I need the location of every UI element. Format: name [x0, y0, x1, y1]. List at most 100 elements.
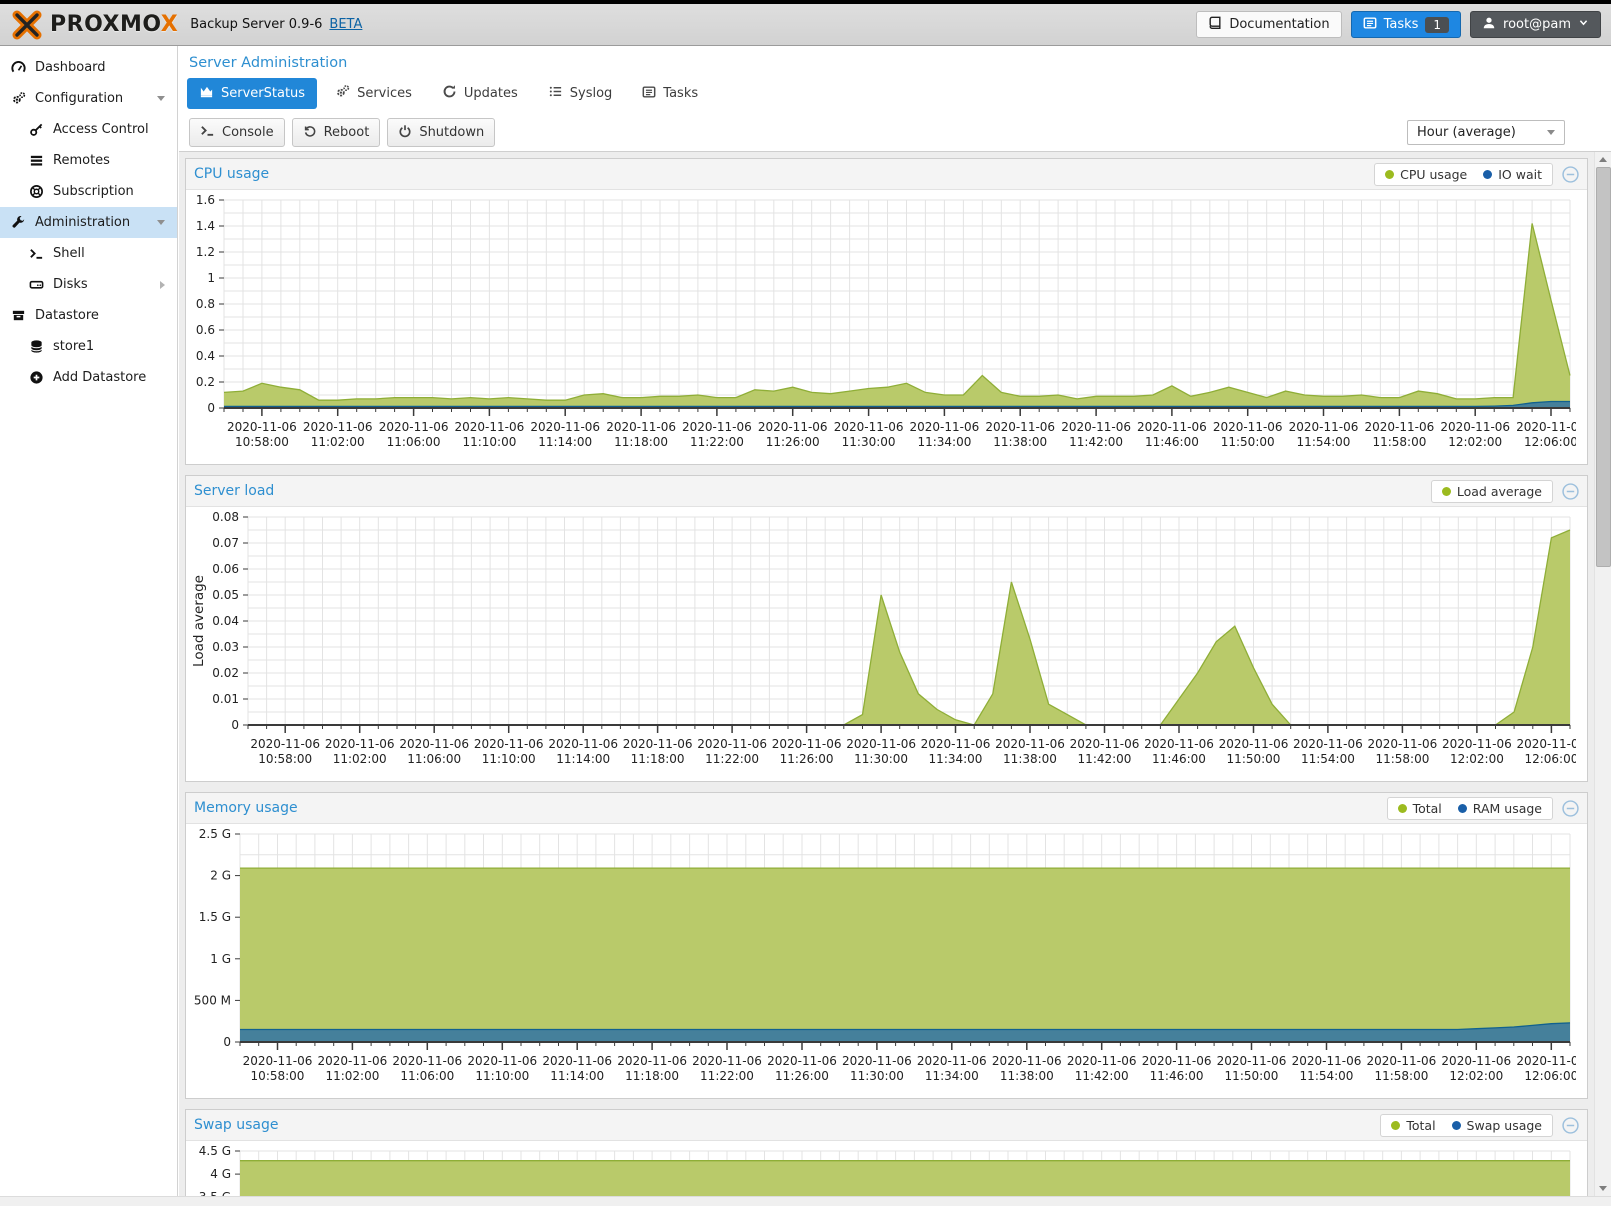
svg-text:2020-11-06: 2020-11-06 — [1292, 1054, 1362, 1068]
svg-text:11:02:00: 11:02:00 — [325, 1069, 379, 1083]
svg-text:12:06:00: 12:06:00 — [1524, 435, 1576, 449]
svg-text:11:10:00: 11:10:00 — [482, 752, 536, 766]
svg-text:2020-11-06: 2020-11-06 — [1441, 1054, 1511, 1068]
svg-text:11:14:00: 11:14:00 — [550, 1069, 604, 1083]
console-button[interactable]: Console — [189, 118, 285, 147]
database-icon — [28, 339, 45, 354]
svg-text:2020-11-06: 2020-11-06 — [995, 737, 1065, 751]
sidebar-item-dashboard[interactable]: Dashboard — [0, 52, 177, 83]
chart-legend: Total Swap usage — [1380, 1113, 1553, 1137]
documentation-label: Documentation — [1229, 17, 1330, 32]
svg-text:2020-11-06: 2020-11-06 — [325, 737, 395, 751]
sidebar-item-label: Add Datastore — [53, 370, 147, 385]
legend-item-total[interactable]: Total — [1397, 800, 1442, 816]
scroll-down-button[interactable] — [1595, 1182, 1611, 1195]
vertical-scrollbar[interactable] — [1594, 152, 1611, 1196]
key-icon — [28, 122, 45, 137]
collapse-panel-icon[interactable] — [1562, 165, 1579, 183]
svg-text:11:22:00: 11:22:00 — [690, 435, 744, 449]
svg-text:2020-11-06: 2020-11-06 — [623, 737, 693, 751]
scroll-up-button[interactable] — [1595, 153, 1611, 166]
svg-text:0.05: 0.05 — [212, 588, 239, 602]
svg-text:2020-11-06: 2020-11-06 — [992, 1054, 1062, 1068]
svg-text:11:18:00: 11:18:00 — [614, 435, 668, 449]
sidebar-item-remotes[interactable]: Remotes — [0, 145, 177, 176]
sidebar-item-configuration[interactable]: Configuration — [0, 83, 177, 114]
sidebar-item-label: Dashboard — [35, 60, 106, 75]
sidebar-item-store1[interactable]: store1 — [0, 331, 177, 362]
svg-text:0.04: 0.04 — [212, 614, 239, 628]
tasks-button[interactable]: Tasks 1 — [1350, 11, 1462, 38]
user-menu-button[interactable]: root@pam — [1470, 11, 1601, 38]
tab-tasks[interactable]: Tasks — [630, 79, 710, 109]
tab-label: Updates — [463, 86, 518, 101]
chart-legend: Load average — [1430, 479, 1553, 503]
timeframe-value: Hour (average) — [1417, 125, 1516, 140]
panels: CPU usage CPU usage IO wait 0 0.2 0.4 0.6 0.8 1 1… — [179, 152, 1594, 1196]
svg-text:11:26:00: 11:26:00 — [780, 752, 834, 766]
sidebar-item-subscription[interactable]: Subscription — [0, 176, 177, 207]
svg-text:2020-11-06: 2020-11-06 — [1365, 420, 1435, 434]
legend-item-load-average[interactable]: Load average — [1441, 483, 1542, 499]
svg-text:11:30:00: 11:30:00 — [850, 1069, 904, 1083]
sidebar-item-administration[interactable]: Administration — [0, 207, 177, 238]
legend-label: Total — [1412, 800, 1442, 816]
svg-text:11:42:00: 11:42:00 — [1069, 435, 1123, 449]
top-header-bar: PROXMOX Backup Server 0.9-6 BETA Documen… — [0, 0, 1611, 46]
svg-text:1.2: 1.2 — [196, 245, 215, 259]
chevron-down-icon[interactable] — [157, 96, 165, 101]
tab-serverstatus[interactable]: ServerStatus — [187, 78, 318, 109]
gears-icon — [335, 84, 350, 103]
scrollbar-thumb[interactable] — [1596, 167, 1611, 567]
button-label: Console — [222, 125, 274, 140]
sidebar-item-access-control[interactable]: Access Control — [0, 114, 177, 145]
sidebar-item-disks[interactable]: Disks — [0, 269, 177, 300]
tab-syslog[interactable]: Syslog — [536, 78, 625, 109]
chevron-right-icon[interactable] — [160, 280, 165, 289]
username-label: root@pam — [1503, 17, 1571, 32]
collapse-panel-icon[interactable] — [1562, 799, 1579, 817]
chevron-down-icon[interactable] — [157, 220, 165, 225]
svg-text:11:46:00: 11:46:00 — [1152, 752, 1206, 766]
svg-text:2020-11-06: 2020-11-06 — [758, 420, 828, 434]
documentation-button[interactable]: Documentation — [1196, 11, 1342, 38]
svg-text:2020-11-06: 2020-11-06 — [467, 1054, 537, 1068]
chart-legend: CPU usage IO wait — [1374, 162, 1553, 186]
user-icon — [1482, 16, 1496, 34]
sidebar-item-shell[interactable]: Shell — [0, 238, 177, 269]
legend-item-swap-usage[interactable]: Swap usage — [1451, 1118, 1542, 1133]
tab-updates[interactable]: Updates — [430, 78, 530, 109]
tab-services[interactable]: Services — [323, 78, 424, 109]
collapse-panel-icon[interactable] — [1562, 482, 1579, 500]
legend-item-ram-usage[interactable]: RAM usage — [1457, 801, 1542, 816]
sidebar-item-add-datastore[interactable]: Add Datastore — [0, 362, 177, 393]
svg-text:Load average: Load average — [191, 575, 207, 667]
shutdown-button[interactable]: Shutdown — [387, 118, 496, 147]
sidebar-item-datastore[interactable]: Datastore — [0, 300, 177, 331]
svg-text:0: 0 — [223, 1035, 231, 1049]
legend-label: Load average — [1456, 483, 1542, 499]
svg-text:2020-11-06: 2020-11-06 — [1516, 420, 1576, 434]
svg-text:0.4: 0.4 — [196, 349, 215, 363]
svg-text:10:58:00: 10:58:00 — [251, 1069, 305, 1083]
collapse-panel-icon[interactable] — [1562, 1116, 1579, 1134]
svg-text:2020-11-06: 2020-11-06 — [399, 737, 469, 751]
reboot-button[interactable]: Reboot — [291, 118, 381, 147]
chart-legend: Total RAM usage — [1386, 796, 1553, 820]
svg-text:3.5 G: 3.5 G — [199, 1190, 231, 1196]
svg-text:0.03: 0.03 — [212, 640, 239, 654]
beta-link[interactable]: BETA — [329, 17, 363, 32]
sidebar-item-label: Configuration — [35, 91, 124, 106]
horizontal-scrollbar[interactable] — [0, 1196, 1611, 1206]
svg-text:2020-11-06: 2020-11-06 — [379, 420, 449, 434]
svg-text:2020-11-06: 2020-11-06 — [1219, 737, 1289, 751]
undo-icon — [303, 124, 317, 142]
legend-item-cpu-usage[interactable]: CPU usage — [1385, 167, 1467, 182]
legend-item-total[interactable]: Total — [1391, 1118, 1436, 1133]
svg-text:2020-11-06: 2020-11-06 — [1293, 737, 1363, 751]
legend-item-io-wait[interactable]: IO wait — [1483, 167, 1542, 182]
timeframe-select[interactable]: Hour (average) — [1407, 120, 1565, 145]
